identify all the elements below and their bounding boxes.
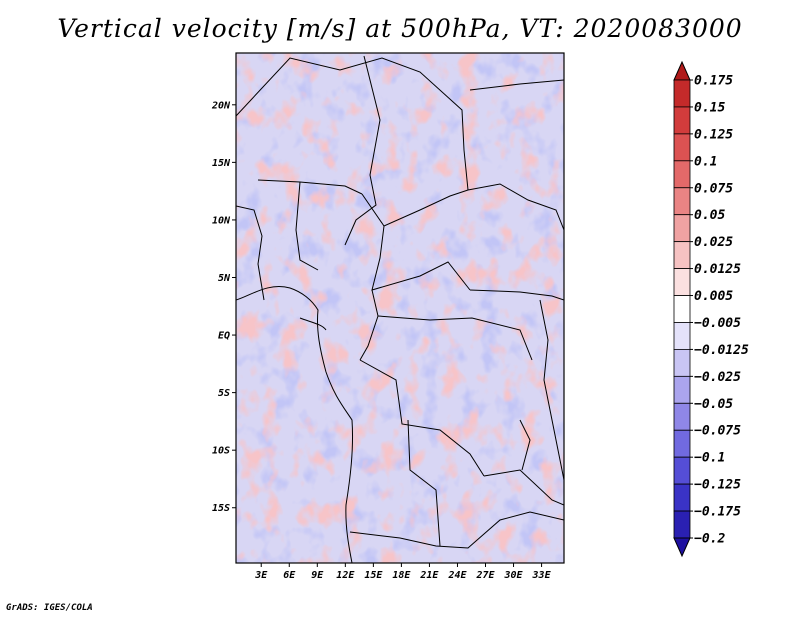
grads-credit: GrADS: IGES/COLA [6, 603, 93, 613]
colorbar-label: 0.0125 [694, 262, 741, 277]
x-tick-label: 30E [504, 570, 524, 581]
y-axis: 20N 15N 10N 5N EQ 5S 10S 15S [211, 100, 236, 514]
y-tick-label: 20N [211, 100, 231, 111]
colorbar-label: −0.075 [694, 424, 741, 439]
colorbar-label: 0.005 [694, 289, 733, 304]
colorbar-band [673, 349, 691, 377]
colorbar-band [673, 241, 691, 269]
x-tick-label: 9E [311, 570, 324, 581]
border-line [371, 225, 471, 291]
colorbar-extend-top [673, 60, 691, 81]
colorbar-label: −0.05 [694, 397, 733, 412]
colorbar-band [673, 79, 691, 108]
border-line [377, 315, 533, 361]
border-line [236, 205, 265, 301]
border-line [299, 317, 327, 331]
x-tick-label: 33E [532, 570, 552, 581]
plot-frame [235, 52, 565, 564]
border-line [359, 359, 485, 477]
x-tick-label: 6E [283, 570, 296, 581]
colorbar-label: −0.005 [694, 316, 741, 331]
border-line [539, 299, 564, 481]
border-line [349, 511, 564, 549]
colorbar-label: −0.125 [694, 478, 741, 493]
heatmap-field [236, 53, 564, 563]
y-tick-label: 10N [212, 215, 231, 226]
colorbar-band [673, 402, 691, 431]
border-line [469, 79, 564, 91]
x-tick-label: 24E [447, 570, 467, 581]
x-tick-label: 15E [364, 570, 383, 581]
y-tick-label: 5S [218, 388, 230, 399]
colorbar-band [673, 160, 691, 189]
field-texture [236, 53, 564, 563]
colorbar-label: −0.0125 [694, 343, 749, 358]
colorbar-band [673, 106, 691, 135]
border-line [257, 179, 363, 195]
border-line [236, 57, 469, 191]
colorbar-band [673, 133, 691, 162]
colorbar-label: −0.025 [694, 370, 741, 385]
border-line [483, 469, 564, 506]
colorbar-label: 0.075 [694, 181, 733, 196]
border-line [344, 55, 381, 246]
colorbar-band [673, 510, 691, 539]
x-axis: 3E 6E 9E 12E 15E 18E 21E 24E 27E 30E 33E [254, 563, 552, 581]
colorbar-band [673, 295, 691, 323]
y-tick-label: 15N [212, 158, 231, 169]
colorbar-label: 0.15 [694, 100, 725, 115]
x-tick-label: 18E [392, 570, 411, 581]
colorbar-label: 0.125 [694, 127, 733, 142]
colorbar-label: −0.1 [694, 451, 725, 466]
y-tick-label: 10S [212, 446, 230, 457]
colorbar-label: 0.175 [694, 74, 733, 89]
border-line [469, 289, 564, 301]
colorbar-band [673, 214, 691, 243]
y-tick-label: 15S [212, 503, 230, 514]
colorbar-label: −0.175 [694, 505, 741, 520]
country-borders [236, 55, 564, 563]
colorbar-band [673, 456, 691, 485]
colorbar-band [673, 322, 691, 350]
y-tick-label: EQ [218, 331, 230, 342]
colorbar-label: 0.05 [694, 208, 725, 223]
colorbar-label: 0.025 [694, 235, 733, 250]
border-line [236, 286, 354, 563]
border-line [407, 419, 441, 547]
colorbar-band [673, 483, 691, 512]
x-tick-label: 21E [419, 570, 439, 581]
border-line [295, 181, 319, 271]
border-line [467, 183, 564, 231]
colorbar-band [673, 268, 691, 296]
colorbar-label: 0.1 [694, 154, 717, 169]
x-tick-label: 12E [336, 570, 355, 581]
x-tick-label: 3E [254, 570, 268, 581]
colorbar: 0.175 0.15 0.125 0.1 0.075 0.05 0.025 0.0125 0.0… [673, 60, 749, 558]
colorbar-band [673, 429, 691, 458]
border-line [519, 419, 531, 471]
border-line [361, 189, 469, 227]
x-tick-label: 27E [475, 570, 495, 581]
colorbar-extend-bottom [673, 537, 691, 558]
chart-title: Vertical velocity [m/s] at 500hPa, VT: 2… [57, 14, 743, 43]
colorbar-label: −0.2 [694, 532, 725, 547]
y-tick-label: 5N [218, 273, 231, 284]
border-line [359, 289, 379, 361]
colorbar-band [673, 187, 691, 216]
colorbar-band [673, 375, 691, 404]
